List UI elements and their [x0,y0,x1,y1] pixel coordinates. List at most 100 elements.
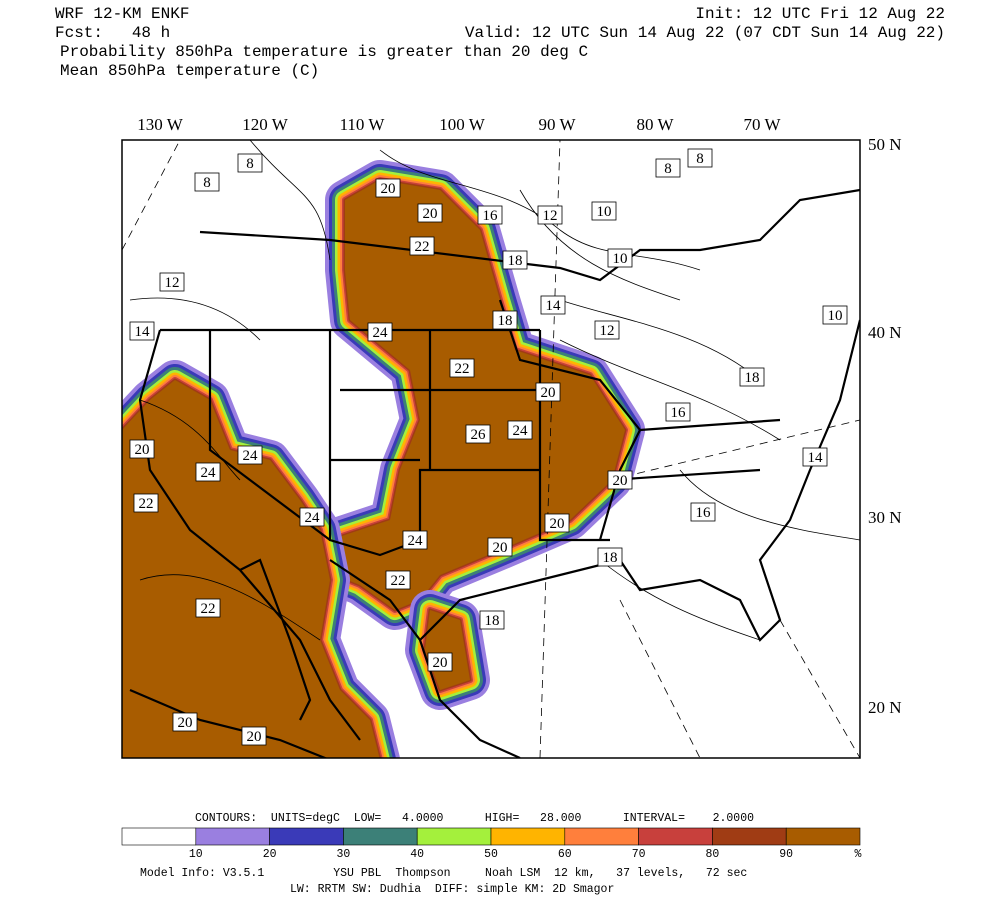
contour-label-box [597,547,623,567]
contour-label-box [607,248,633,268]
init-time: Init: 12 UTC Fri 12 Aug 22 [695,5,945,23]
lon-label: 120 W [242,115,288,134]
contour-label-box [544,513,570,533]
contour-label: 20 [493,540,508,556]
model-name: WRF 12-KM ENKF [55,5,189,23]
contour-label: 20 [135,442,150,458]
contour-label: 8 [664,161,672,177]
contour-label-box [427,652,453,672]
valid-time: Valid: 12 UTC Sun 14 Aug 22 (07 CDT Sun … [465,24,945,42]
contour-label-box [591,201,617,221]
colorbar-label: 60 [558,848,572,861]
contour-label-box [237,153,263,173]
lon-label: 70 W [744,115,782,134]
contour-label-box [159,272,185,292]
contour-label-box [375,178,401,198]
contour-label: 12 [165,275,180,291]
lat-label: 20 N [868,698,902,717]
colorbar-label: % [855,848,862,861]
lon-label: 130 W [137,115,183,134]
contour-label: 18 [498,313,513,329]
lon-label: 100 W [439,115,485,134]
colorbar-label: 50 [484,848,498,861]
colorbar-box [416,827,492,846]
contour-label-box [194,172,220,192]
contour-label: 20 [433,655,448,671]
contour-label-box [195,598,221,618]
colorbar-label: 10 [189,848,203,861]
contour-label-box [535,382,561,402]
contour-label: 10 [828,308,843,324]
contour-label: 24 [373,325,389,341]
contour-label-box [607,470,633,490]
contour-label-box [449,358,475,378]
contour-label-box [822,305,848,325]
contour-label: 20 [178,715,193,731]
contour-label: 20 [247,729,262,745]
colorbar-label: 80 [705,848,719,861]
colorbar-box [638,827,713,846]
contour-label: 12 [600,323,615,339]
forecast-hour: Fcst: 48 h [55,24,170,42]
contour-label: 14 [135,324,151,340]
contour-label-box [802,447,828,467]
colorbar-box [785,827,861,846]
contour-label-box [129,439,155,459]
lat-label: 30 N [868,508,902,527]
contour-label-box [594,320,620,340]
contour-label: 22 [391,573,406,589]
contour-label: 20 [423,206,438,222]
contour-label-box [129,321,155,341]
contour-label-box [687,148,713,168]
contour-label-box [502,250,528,270]
colorbar-label: 70 [632,848,646,861]
contour-label-box [195,462,221,482]
contour-label-box [665,402,691,422]
contour-label: 24 [513,423,529,439]
lat-label: 50 N [868,135,902,154]
contour-label-box [540,295,566,315]
contour-label: 8 [696,151,704,167]
contour-label-box [367,322,393,342]
contour-label: 16 [671,405,687,421]
contour-label-box [655,158,681,178]
contour-label-box [537,205,563,225]
contour-label: 18 [603,550,618,566]
contour-label: 24 [305,510,321,526]
map-frame [121,139,861,759]
colorbar-label: 90 [779,848,793,861]
contour-label: 10 [597,204,612,220]
contour-label-box [479,610,505,630]
lon-label: 80 W [637,115,675,134]
shade-core [122,380,380,758]
colorbar-box [121,827,197,846]
contour-info: CONTOURS: UNITS=degC LOW= 4.0000 HIGH= 2… [195,812,754,825]
contour-label: 8 [246,156,254,172]
contour-label-box [477,205,503,225]
lon-label: 90 W [539,115,577,134]
contour-label: 18 [508,253,523,269]
contour-label: 20 [550,516,565,532]
contour-label-box [402,530,428,550]
contour-label: 8 [203,175,211,191]
colorbar-box [564,827,639,846]
contour-label: 12 [543,208,558,224]
contour-label: 22 [455,361,470,377]
contour-label-box [690,502,716,522]
contour-label: 20 [381,181,396,197]
colorbar-label: 20 [263,848,277,861]
contour-label-box [237,445,263,465]
contour-label-box [487,537,513,557]
model-info: LW: RRTM SW: Dudhia DIFF: simple KM: 2D … [290,883,614,896]
contour-label-box [492,310,518,330]
contour-label-box [409,236,435,256]
contour-label: 18 [745,370,760,386]
model-info: Model Info: V3.5.1 YSU PBL Thompson Noah… [140,867,747,880]
field-title: Mean 850hPa temperature (C) [60,62,319,80]
contour-label: 20 [541,385,556,401]
lon-label: 110 W [340,115,386,134]
contour-label: 26 [471,427,487,443]
contour-label: 18 [485,613,500,629]
contour-label: 16 [696,505,712,521]
